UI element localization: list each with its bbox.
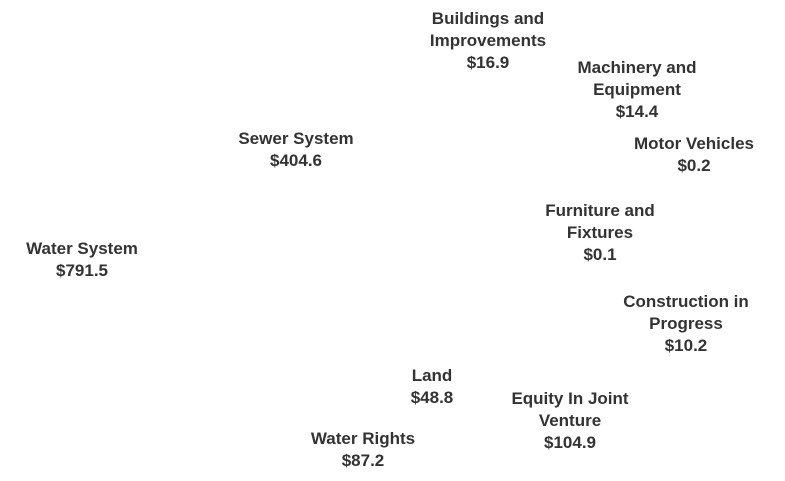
category-label: Water System — [26, 239, 138, 258]
category-label: Buildings and Improvements — [429, 9, 547, 50]
value-label: $48.8 — [410, 388, 454, 407]
category-label: Land — [411, 366, 453, 385]
value-label: $0.1 — [583, 245, 617, 264]
value-label: $0.2 — [677, 156, 711, 175]
value-label: $16.9 — [466, 53, 510, 72]
slice-label: Furniture and Fixtures $0.1 — [520, 200, 680, 266]
category-label: Equity In Joint Venture — [511, 389, 629, 430]
slice-label: Motor Vehicles $0.2 — [609, 133, 779, 177]
slice-label: Sewer System $404.6 — [216, 128, 376, 172]
value-label: $87.2 — [341, 451, 385, 470]
value-label: $791.5 — [56, 261, 108, 280]
value-label: $104.9 — [544, 433, 596, 452]
slice-label: Equity In Joint Venture $104.9 — [490, 388, 650, 454]
slice-label: Land $48.8 — [397, 365, 467, 409]
category-label: Sewer System — [238, 129, 354, 148]
category-label: Furniture and Fixtures — [545, 201, 655, 242]
category-label: Motor Vehicles — [634, 134, 754, 153]
category-label: Construction in Progress — [623, 292, 749, 333]
slice-label: Buildings and Improvements $16.9 — [408, 8, 568, 74]
value-label: $404.6 — [270, 151, 322, 170]
category-label: Water Rights — [310, 429, 416, 448]
value-label: $14.4 — [615, 102, 659, 121]
value-label: $10.2 — [664, 336, 708, 355]
slice-label: Water Rights $87.2 — [288, 428, 438, 472]
slice-label: Machinery and Equipment $14.4 — [562, 57, 712, 123]
slice-label: Construction in Progress $10.2 — [601, 291, 771, 357]
slice-label: Water System $791.5 — [12, 238, 152, 282]
category-label: Machinery and Equipment — [577, 58, 697, 99]
